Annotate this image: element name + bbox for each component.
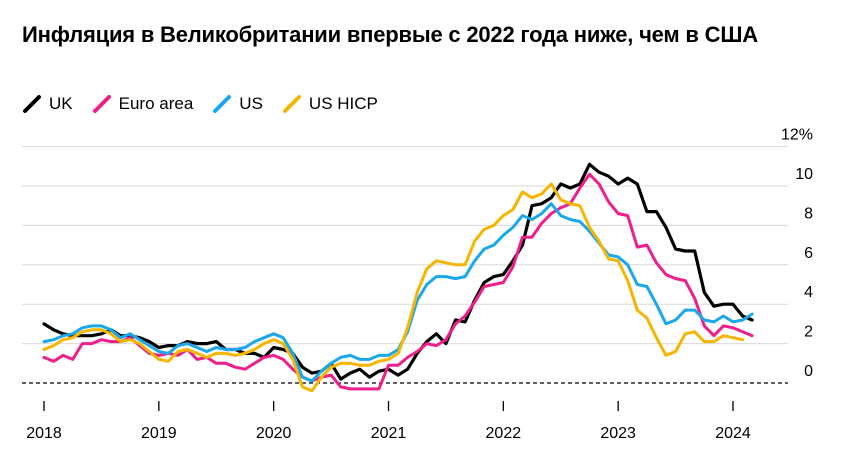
- x-tick-label-2018: 2018: [26, 425, 62, 442]
- x-tick-label-2024: 2024: [715, 425, 751, 442]
- legend-label-us-hicp: US HICP: [308, 94, 378, 113]
- series-line-us-hicp: [42, 182, 745, 393]
- legend-item-uk: UK: [22, 94, 73, 114]
- series-line-euro-area: [42, 172, 754, 391]
- y-tick-label-10: 10: [795, 166, 813, 183]
- x-tick-label-2022: 2022: [486, 425, 522, 442]
- y-tick-label-4: 4: [804, 284, 813, 301]
- legend-label-euro-area: Euro area: [118, 94, 194, 113]
- legend-item-euro-area: Euro area: [92, 94, 194, 114]
- y-tick-label-6: 6: [804, 245, 813, 262]
- y-tick-label-2: 2: [804, 324, 813, 341]
- legend-swatch-uk: [23, 95, 41, 113]
- legend-swatch-us-hicp: [282, 95, 301, 113]
- legend-label-us: US: [239, 94, 263, 113]
- x-tick-label-2019: 2019: [141, 425, 177, 442]
- legend-label-uk: UK: [49, 94, 73, 113]
- y-tick-label-0: 0: [804, 363, 813, 380]
- legend-swatch-euro-area: [92, 95, 111, 113]
- y-tick-label-8: 8: [804, 205, 813, 222]
- x-tick-label-2021: 2021: [371, 425, 407, 442]
- series-line-uk: [42, 162, 754, 381]
- legend-item-us: US: [212, 94, 263, 114]
- legend: UK Euro area US US HICP: [22, 93, 397, 115]
- y-tick-label-12: 12%: [781, 127, 813, 144]
- chart-title: Инфляция в Великобритании впервые с 2022…: [22, 22, 758, 47]
- x-tick-label-2020: 2020: [256, 425, 292, 442]
- legend-swatch-us: [213, 95, 232, 113]
- x-tick-label-2023: 2023: [600, 425, 636, 442]
- legend-item-us-hicp: US HICP: [282, 94, 378, 114]
